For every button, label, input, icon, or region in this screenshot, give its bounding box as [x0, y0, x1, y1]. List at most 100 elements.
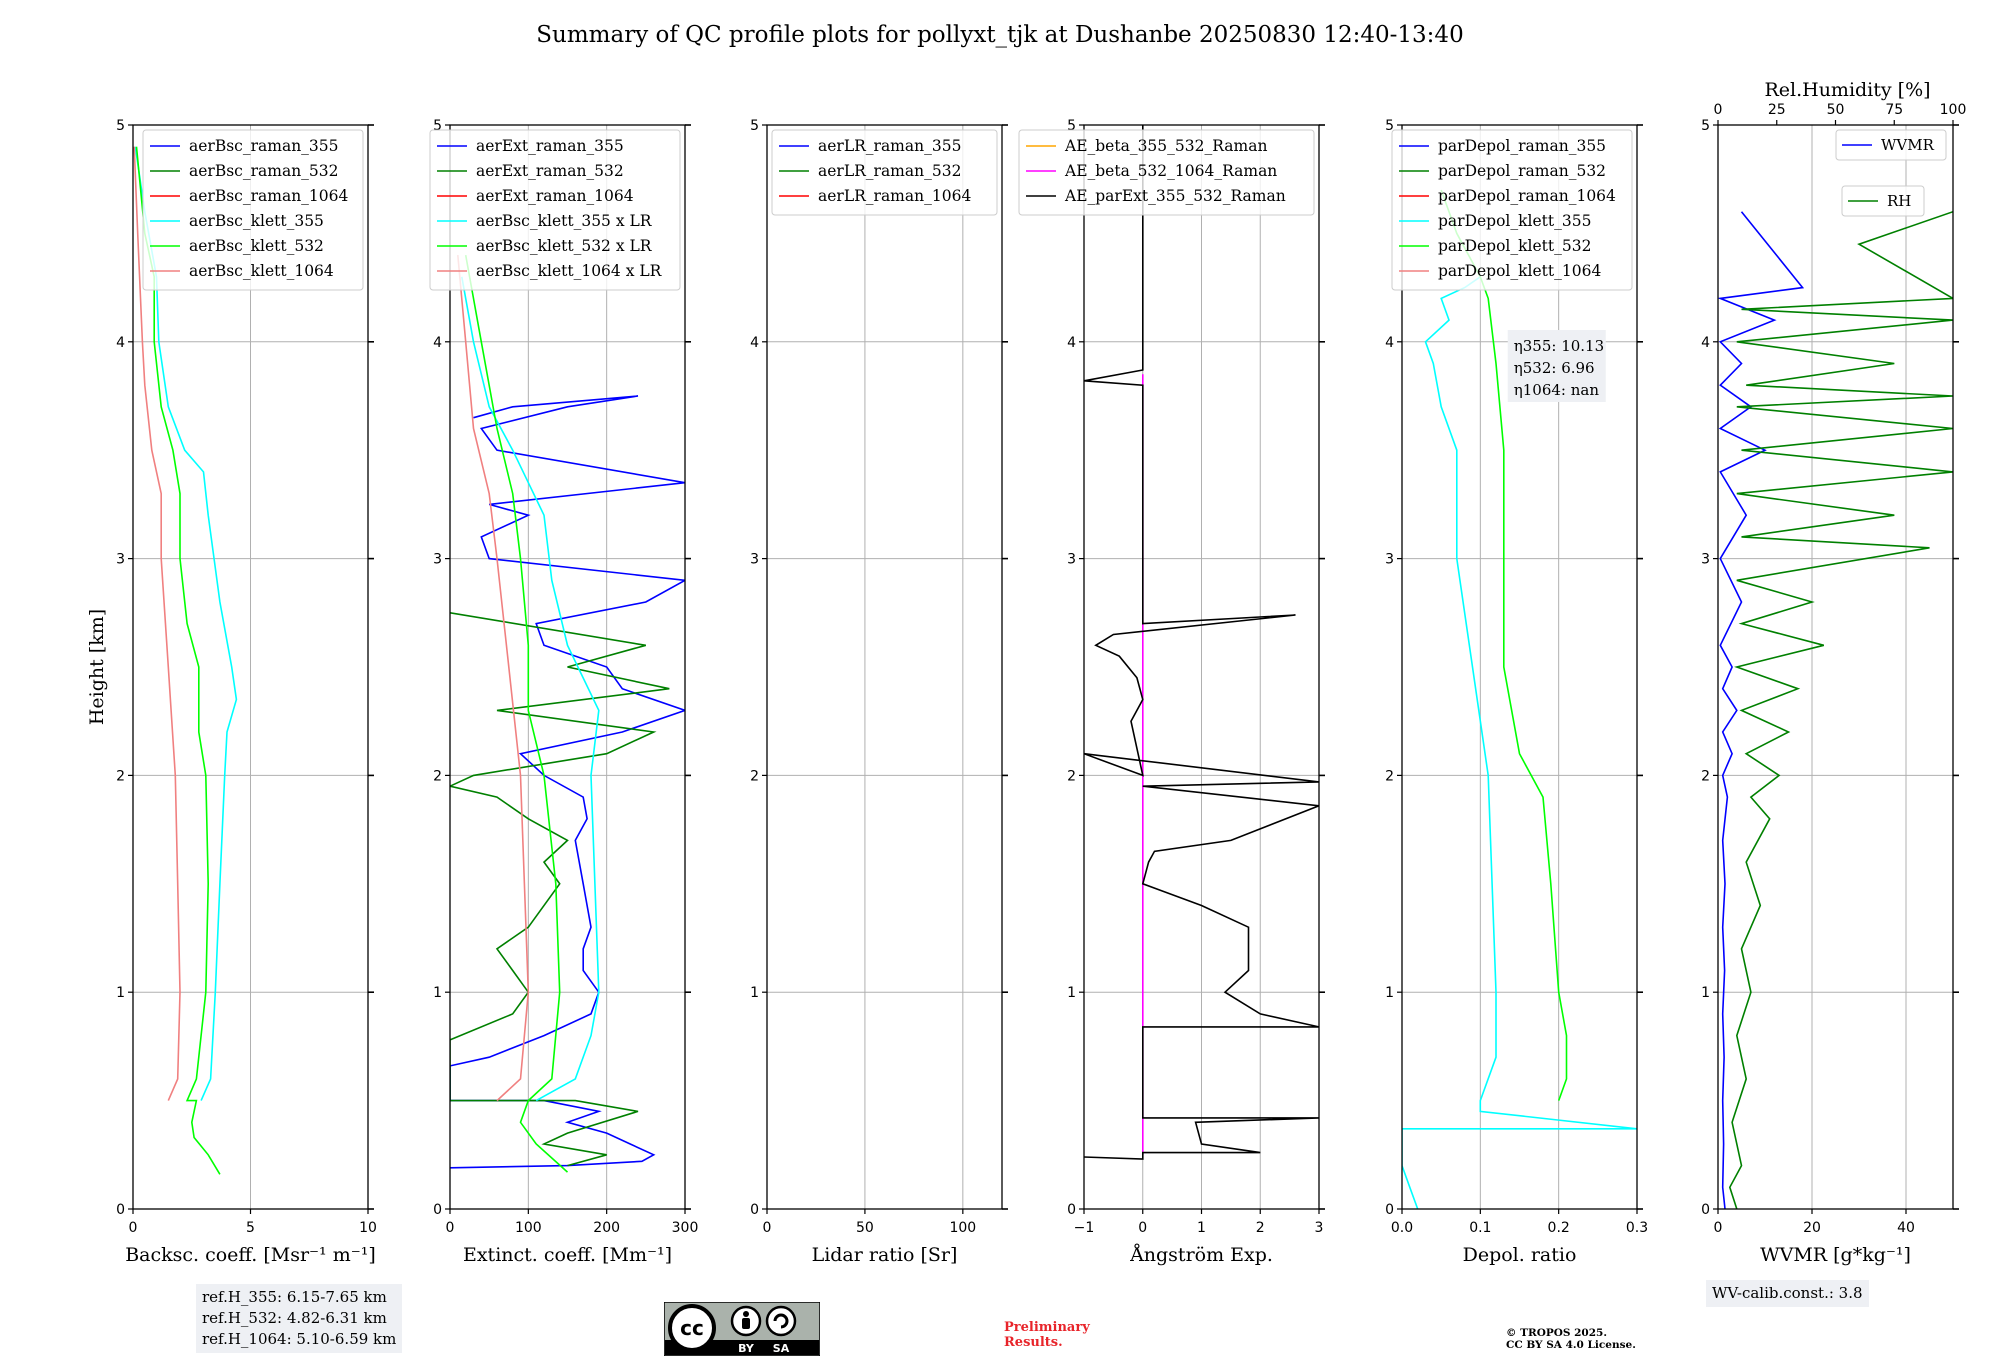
legend-label: aerBsc_klett_1064 x LR [476, 262, 663, 280]
x-tick-label: 0.0 [1391, 1220, 1413, 1236]
legend-label: AE_parExt_355_532_Raman [1064, 187, 1286, 205]
series-line-rh [1728, 210, 1953, 1209]
y-tick-label: 3 [1701, 552, 1710, 568]
y-tick-label: 1 [1067, 985, 1076, 1001]
cc-logo-icon [668, 1304, 716, 1352]
y-tick-label: 4 [433, 335, 442, 351]
x-tick-label: 10 [359, 1220, 377, 1236]
x-axis-label: Depol. ratio [1463, 1244, 1577, 1266]
y-tick-label: 2 [1701, 768, 1710, 784]
y-tick-label: 2 [1067, 768, 1076, 784]
y-axis-label: Height [km] [86, 609, 108, 725]
series-line-aerbsc-klett-355-x-lr [461, 276, 600, 1102]
x-tick-label: 0 [763, 1220, 772, 1236]
x-tick-label: 100 [949, 1220, 976, 1236]
legend-label: aerLR_raman_532 [818, 162, 961, 180]
x-tick-label: 0.2 [1548, 1220, 1570, 1236]
legend-label: WVMR [1881, 136, 1935, 154]
x-axis-label: Lidar ratio [Sr] [812, 1244, 958, 1266]
top-axis-label: Rel.Humidity [%] [1764, 79, 1930, 101]
y-tick-label: 5 [433, 118, 442, 134]
y-tick-label: 2 [1385, 768, 1394, 784]
x-tick-label: 300 [672, 1220, 699, 1236]
y-tick-label: 3 [1067, 552, 1076, 568]
ref-height-532: ref.H_532: 4.82-6.31 km [202, 1309, 387, 1327]
legend-box [142, 129, 364, 291]
legend-box [771, 129, 998, 216]
top-x-tick-label: 100 [1940, 102, 1967, 118]
y-tick-label: 4 [116, 335, 125, 351]
legend-label: aerExt_raman_355 [476, 137, 624, 155]
x-axis-label: WVMR [g*kg⁻¹] [1760, 1244, 1911, 1266]
x-tick-label: 40 [1897, 1220, 1915, 1236]
sa-share-icon [765, 1305, 797, 1337]
wv-calibration-box: WV-calib.const.: 3.8 [1706, 1280, 1869, 1307]
cc-license-badge: cc BY SA [664, 1302, 820, 1356]
y-tick-label: 4 [750, 335, 759, 351]
sa-arrow-icon [773, 1313, 789, 1329]
y-tick-label: 5 [750, 118, 759, 134]
legend-label: parDepol_raman_532 [1438, 162, 1606, 180]
top-x-tick-label: 75 [1885, 102, 1903, 118]
eta-annotation-line: η1064: nan [1514, 381, 1600, 399]
ref-height-355: ref.H_355: 6.15-7.65 km [202, 1288, 387, 1306]
ref-height-1064: ref.H_1064: 5.10-6.59 km [202, 1330, 397, 1348]
y-tick-label: 5 [1067, 118, 1076, 134]
y-tick-label: 1 [750, 985, 759, 1001]
legend-label: aerBsc_klett_532 [189, 237, 324, 255]
x-tick-label: 100 [515, 1220, 542, 1236]
x-tick-label: −1 [1074, 1220, 1095, 1236]
y-tick-label: 4 [1385, 335, 1394, 351]
top-x-tick-label: 0 [1714, 102, 1723, 118]
x-tick-label: 0 [129, 1220, 138, 1236]
y-tick-label: 1 [433, 985, 442, 1001]
axes-frame [1401, 124, 1638, 1210]
legend-label: aerBsc_klett_532 x LR [476, 237, 653, 255]
x-axis-label: Ångström Exp. [1129, 1244, 1273, 1266]
preliminary-line-1: Preliminary [1004, 1320, 1090, 1335]
x-tick-label: 0.1 [1469, 1220, 1491, 1236]
legend-label: RH [1887, 192, 1911, 210]
wv-calibration-text: WV-calib.const.: 3.8 [1712, 1284, 1863, 1302]
legend-label: aerLR_raman_1064 [818, 187, 971, 205]
eta-annotation-line: η532: 6.96 [1514, 359, 1595, 377]
preliminary-note: Preliminary Results. [1004, 1320, 1090, 1350]
y-tick-label: 0 [750, 1202, 759, 1218]
x-tick-label: 0.3 [1626, 1220, 1648, 1236]
y-tick-label: 0 [1701, 1202, 1710, 1218]
series-line-aerbsc-klett-532 [135, 146, 221, 1175]
cc-logo-text: cc [680, 1316, 704, 1340]
legend-label: parDepol_klett_355 [1438, 212, 1591, 230]
eta-annotation-box [1507, 330, 1606, 402]
copyright-note: © TROPOS 2025. CC BY SA 4.0 License. [1506, 1327, 1636, 1351]
x-tick-label: 5 [246, 1220, 255, 1236]
y-tick-label: 1 [1385, 985, 1394, 1001]
figure-title: Summary of QC profile plots for pollyxt_… [536, 22, 1464, 48]
x-tick-label: 1 [1197, 1220, 1206, 1236]
y-tick-label: 4 [1067, 335, 1076, 351]
y-tick-label: 2 [433, 768, 442, 784]
x-tick-label: 0 [1138, 1220, 1147, 1236]
y-tick-label: 2 [116, 768, 125, 784]
y-tick-label: 4 [1701, 335, 1710, 351]
x-axis-label: Backsc. coeff. [Msr⁻¹ m⁻¹] [125, 1244, 376, 1266]
series-line-aerbsc-klett-1064-x-lr [457, 255, 530, 1102]
x-axis-label: Extinct. coeff. [Mm⁻¹] [463, 1244, 672, 1266]
x-tick-label: 0 [446, 1220, 455, 1236]
y-tick-label: 0 [116, 1202, 125, 1218]
panel-backscatter: 0 1 2 3 4 5 0 5 10 Backsc. coeff. [Msr⁻¹ m⁻¹] aerB… [116, 118, 377, 1266]
y-tick-label: 1 [116, 985, 125, 1001]
legend-label: parDepol_raman_1064 [1438, 187, 1616, 205]
copyright-line-2: CC BY SA 4.0 License. [1506, 1339, 1636, 1351]
y-tick-label: 0 [433, 1202, 442, 1218]
y-tick-label: 5 [116, 118, 125, 134]
x-tick-label: 0 [1714, 1220, 1723, 1236]
top-x-tick-label: 50 [1827, 102, 1845, 118]
legend-label: aerBsc_klett_1064 [189, 262, 334, 280]
legend-label: AE_beta_532_1064_Raman [1064, 162, 1277, 180]
y-tick-label: 5 [1701, 118, 1710, 134]
x-tick-label: 20 [1803, 1220, 1821, 1236]
axes-frame [449, 124, 686, 1210]
